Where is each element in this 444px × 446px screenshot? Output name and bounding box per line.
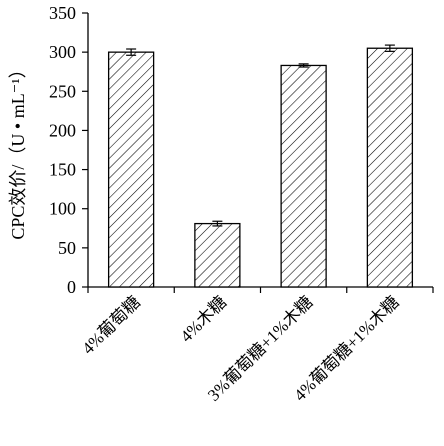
- y-tick-label: 0: [67, 277, 76, 297]
- bars: [107, 47, 414, 288]
- bar: [194, 222, 241, 288]
- y-tick-label: 250: [49, 81, 76, 101]
- error-bars: [126, 44, 395, 227]
- bar: [107, 51, 155, 288]
- bar: [366, 47, 414, 288]
- y-tick-label: 300: [49, 42, 76, 62]
- y-axis: 0 50 100 150 200 250 300 350: [49, 3, 89, 297]
- category-label: 4%葡萄糖: [78, 292, 144, 358]
- y-tick-label: 150: [49, 160, 76, 180]
- y-tick-label: 100: [49, 199, 76, 219]
- x-axis: [87, 286, 434, 293]
- y-axis-label: CPC效价/（U • mL⁻¹）: [8, 60, 28, 239]
- y-tick-label: 200: [49, 120, 76, 140]
- y-tick-label: 350: [49, 3, 76, 23]
- category-labels: 4%葡萄糖 4%木糖3%葡萄糖+1%木糖4%葡萄糖+1%木糖: [78, 292, 402, 404]
- bar: [280, 64, 327, 288]
- y-tick-label: 50: [58, 238, 76, 258]
- category-label: 4%木糖: [177, 292, 231, 346]
